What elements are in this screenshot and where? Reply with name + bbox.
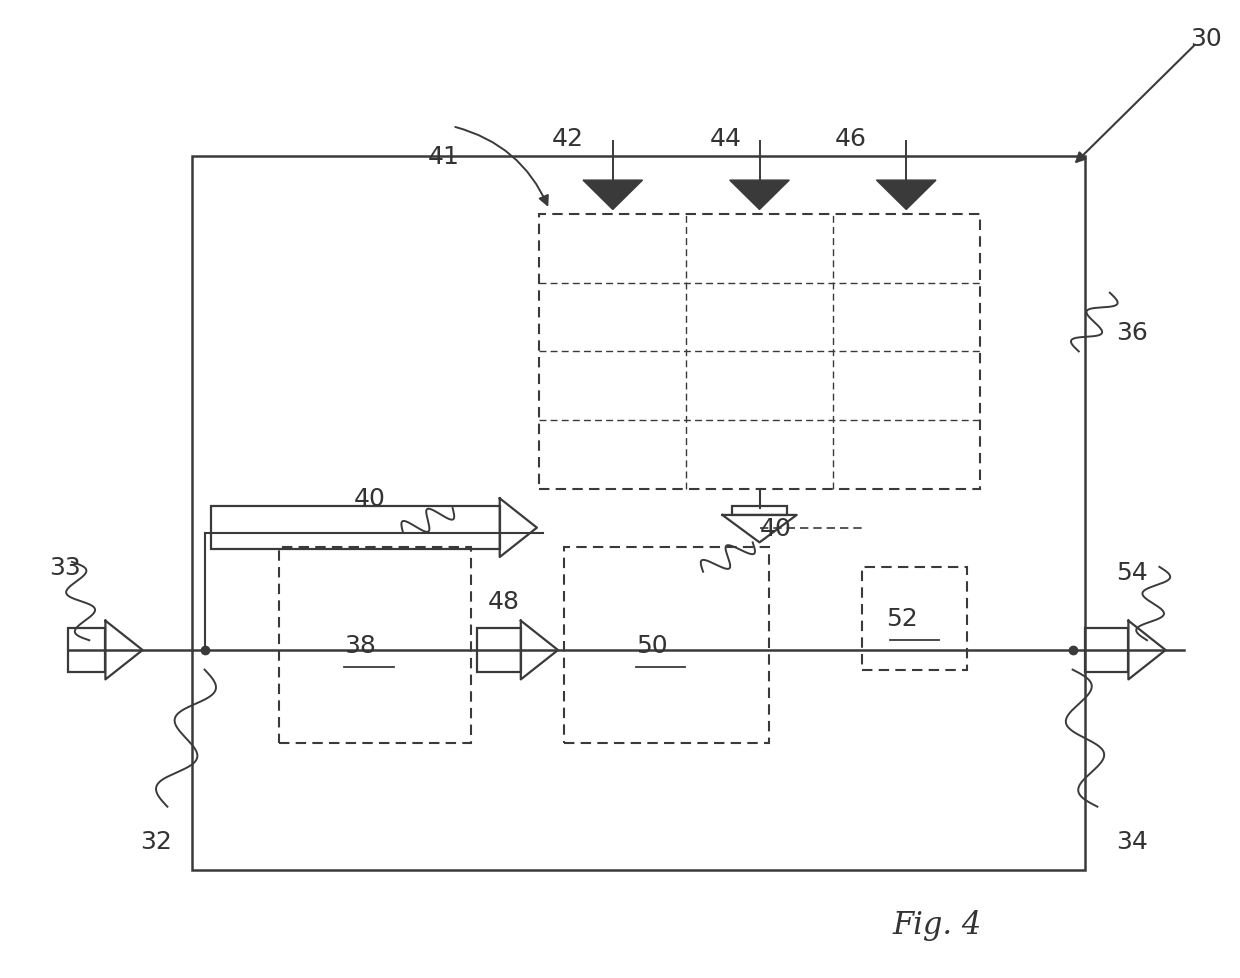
Text: 54: 54	[1116, 560, 1148, 584]
Text: 42: 42	[552, 127, 584, 151]
Text: 32: 32	[140, 829, 172, 853]
Text: 44: 44	[709, 127, 742, 151]
Bar	[564, 548, 769, 743]
Text: 36: 36	[1116, 321, 1148, 344]
Bar	[539, 215, 980, 489]
Text: 34: 34	[1116, 829, 1148, 853]
Text: 33: 33	[50, 556, 82, 579]
Text: 41: 41	[428, 145, 460, 168]
Bar	[68, 629, 105, 672]
Bar	[862, 567, 967, 670]
Polygon shape	[583, 181, 642, 210]
Text: 40: 40	[760, 516, 792, 540]
Bar	[732, 507, 787, 515]
Text: 38: 38	[345, 634, 376, 657]
Polygon shape	[877, 181, 936, 210]
Text: 48: 48	[487, 590, 520, 613]
Text: 50: 50	[636, 634, 667, 657]
Bar	[477, 629, 521, 672]
Text: 46: 46	[835, 127, 867, 151]
Text: 30: 30	[1190, 27, 1223, 51]
Bar	[192, 156, 1085, 870]
Bar	[1085, 629, 1128, 672]
Polygon shape	[729, 181, 790, 210]
Bar	[279, 548, 471, 743]
Text: 52: 52	[887, 606, 918, 631]
Text: Fig. 4: Fig. 4	[893, 909, 982, 940]
Bar	[211, 507, 500, 550]
Text: 40: 40	[353, 487, 386, 511]
